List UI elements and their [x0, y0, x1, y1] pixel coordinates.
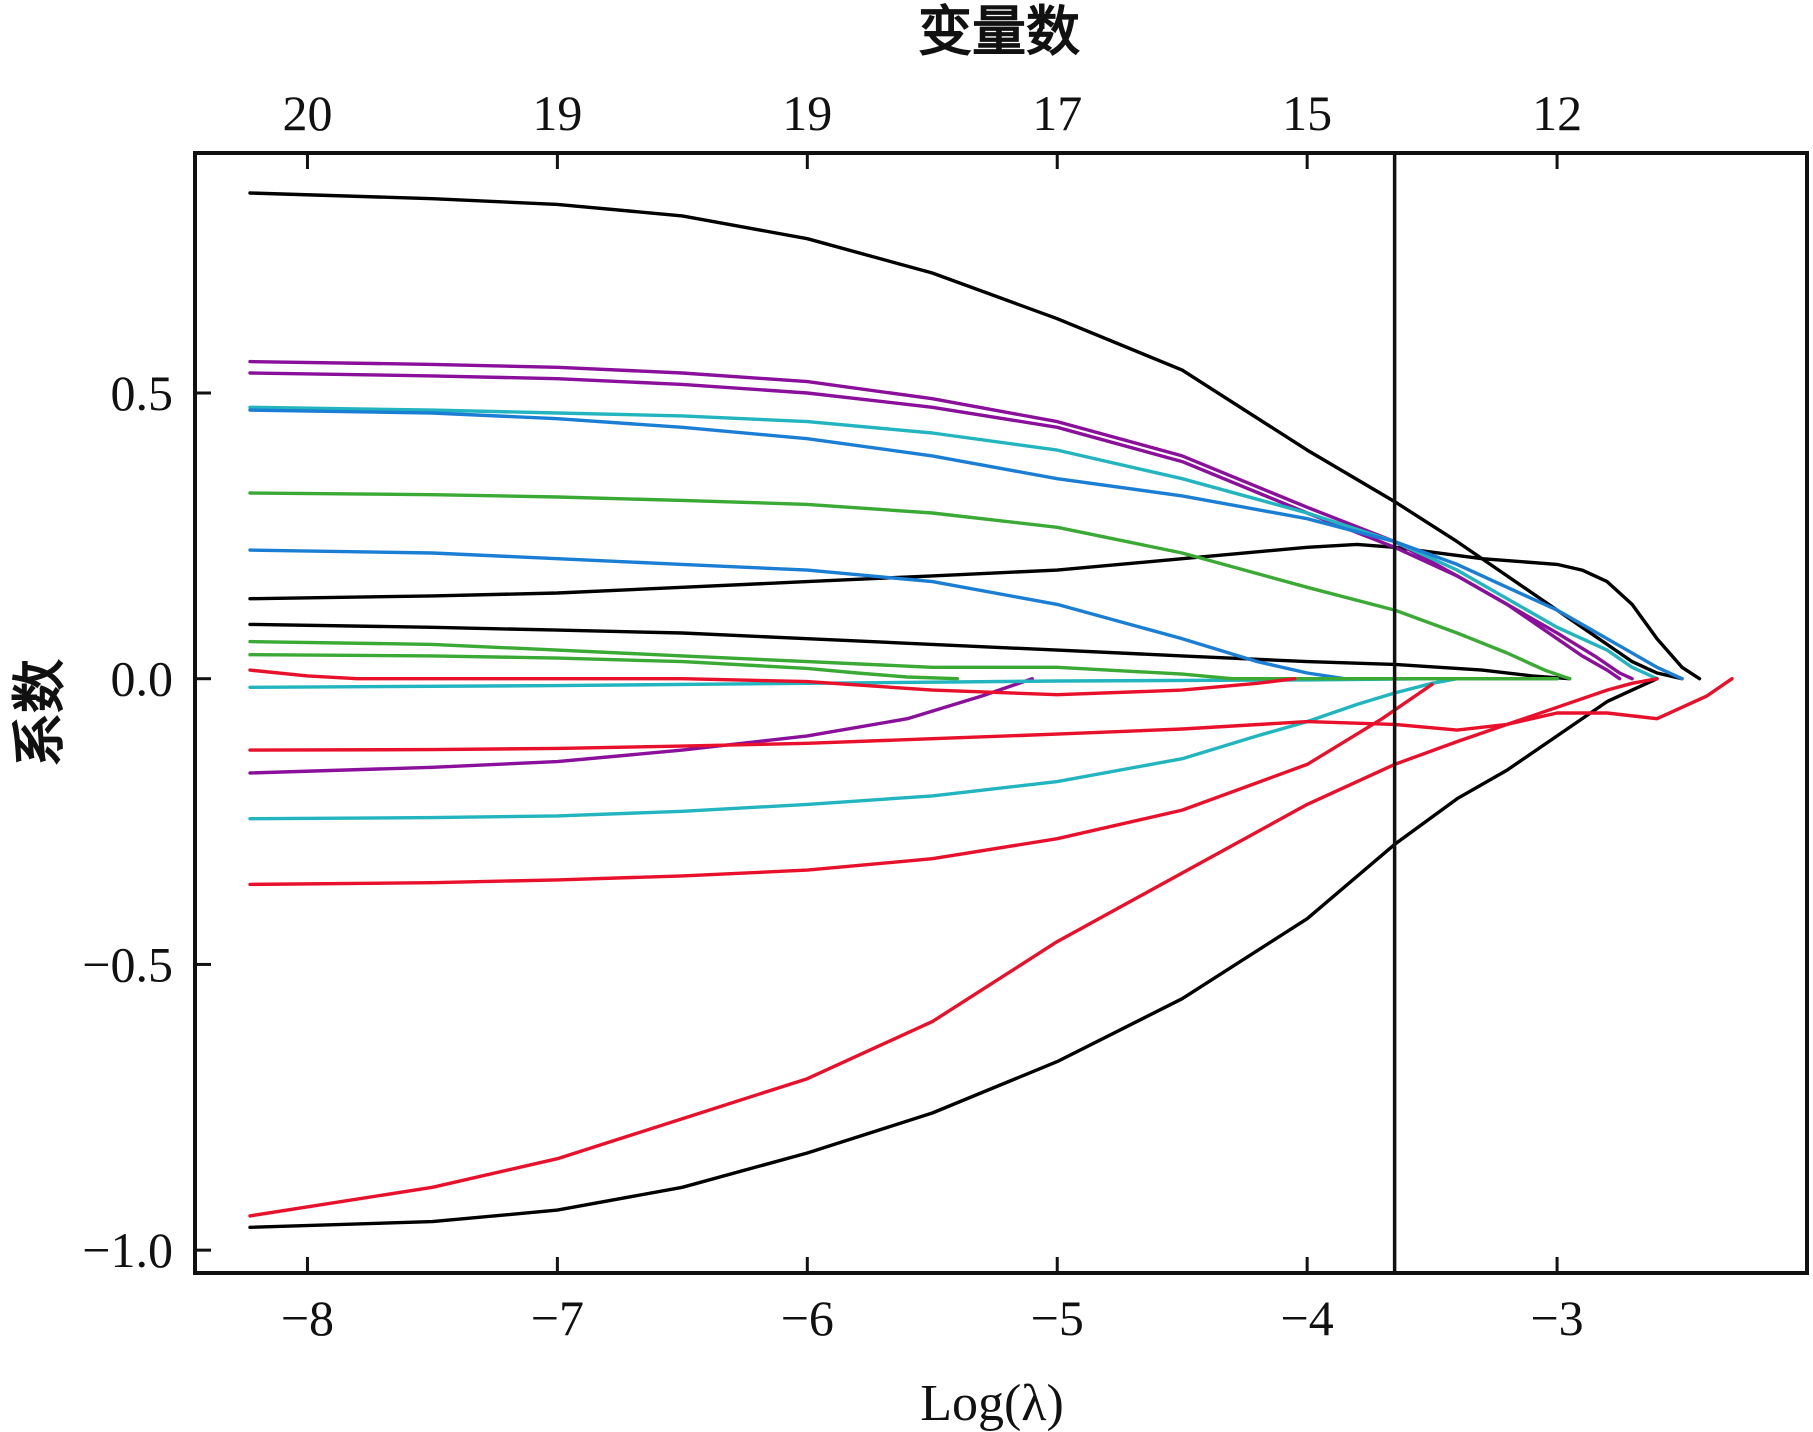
x-tick-label: −6 [781, 1290, 834, 1346]
x-tick-label: −3 [1530, 1290, 1583, 1346]
series-line-9 [248, 677, 1459, 821]
x-tick-label: −5 [1031, 1290, 1084, 1346]
y-tick-label: −0.5 [82, 936, 173, 992]
x-axis-ticks: −8 −7 −6 −5 −4 −3 [281, 1257, 1584, 1346]
top-tick-label: 15 [1282, 85, 1332, 141]
series-line-15 [248, 653, 959, 681]
series-line-6 [248, 371, 1634, 681]
top-axis-ticks: 20 19 19 17 15 12 [282, 85, 1582, 169]
x-axis-title: Log(λ) [920, 1375, 1064, 1432]
series-line-5 [248, 359, 1622, 681]
series-line-11 [248, 408, 1684, 681]
y-axis-ticks: 0.5 0.0 −0.5 −1.0 [82, 365, 211, 1278]
series-line-7 [248, 677, 1034, 775]
y-axis-title: 系数 [8, 659, 71, 767]
top-tick-label: 12 [1532, 85, 1582, 141]
plot-frame [193, 151, 1809, 1275]
series-layer [248, 191, 1734, 1229]
y-tick-label: 0.0 [111, 651, 174, 707]
x-tick-label: −8 [281, 1290, 334, 1346]
top-tick-label: 20 [282, 85, 332, 141]
series-line-18 [248, 682, 1434, 887]
series-line-2 [248, 542, 1702, 681]
series-line-8 [248, 405, 1659, 681]
series-line-19 [248, 677, 1659, 1218]
series-line-17 [248, 677, 1734, 752]
series-line-4 [248, 677, 1659, 1229]
series-line-14 [248, 639, 1559, 681]
series-line-3 [248, 622, 1572, 681]
series-line-1 [248, 191, 1684, 681]
x-tick-label: −4 [1281, 1290, 1334, 1346]
top-tick-label: 17 [1032, 85, 1082, 141]
series-line-12 [248, 548, 1347, 681]
x-tick-label: −7 [531, 1290, 584, 1346]
top-axis-title: 变量数 [918, 0, 1080, 63]
top-tick-label: 19 [782, 85, 832, 141]
y-tick-label: 0.5 [111, 365, 174, 421]
y-tick-label: −1.0 [82, 1222, 173, 1278]
top-tick-label: 19 [532, 85, 582, 141]
series-line-16 [248, 668, 1297, 697]
series-line-13 [248, 491, 1572, 681]
